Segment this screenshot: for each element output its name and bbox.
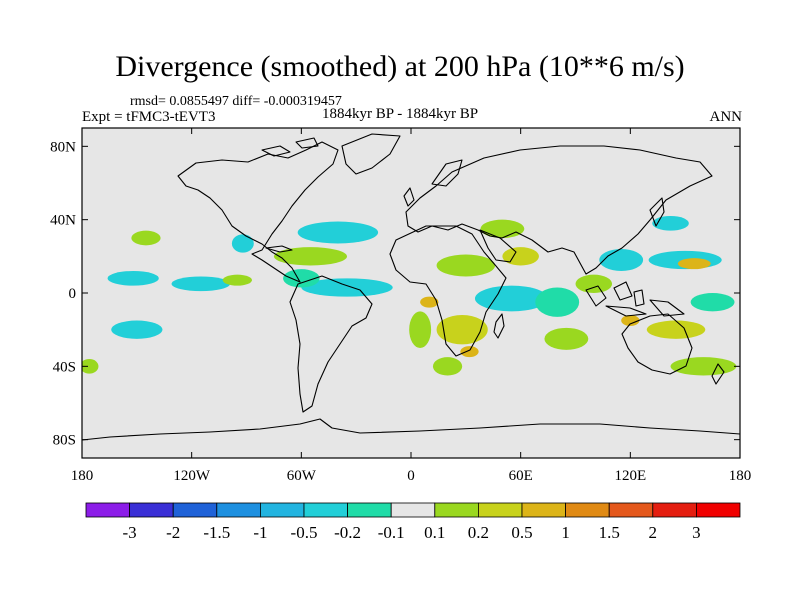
map-background: [82, 128, 740, 458]
divergence-region: [652, 216, 689, 231]
colorbar-label: 1.5: [599, 523, 620, 542]
x-tick-label: 120W: [173, 468, 211, 484]
experiment-label: Expt = tFMC3-tEVT3: [82, 109, 216, 125]
divergence-region: [575, 274, 613, 294]
colorbar-swatch: [129, 502, 174, 518]
colorbar-label: 0.2: [468, 523, 489, 542]
chart-title: Divergence (smoothed) at 200 hPa (10**6 …: [115, 50, 685, 83]
colorbar-swatch: [696, 502, 741, 518]
coastlines: [82, 133, 740, 441]
colorbar-swatch: [652, 502, 697, 518]
colorbar-label: 3: [692, 523, 701, 542]
period-label: 1884kyr BP - 1884kyr BP: [322, 106, 479, 122]
divergence-region: [171, 276, 231, 292]
divergence-region: [460, 346, 479, 358]
divergence-region: [420, 296, 439, 308]
colorbar-label: -0.2: [334, 523, 361, 542]
divergence-region: [436, 254, 496, 277]
colorbar-swatch: [172, 502, 218, 518]
y-tick-label: 80S: [53, 433, 76, 449]
divergence-region: [82, 359, 99, 374]
divergence-region: [544, 327, 589, 350]
colorbar-label: -1.5: [203, 523, 230, 542]
y-tick-label: 0: [69, 286, 77, 302]
season-label: ANN: [709, 109, 743, 125]
stats-label: rmsd= 0.0855497 diff= -0.000319457: [130, 94, 342, 109]
divergence-region: [690, 293, 735, 312]
x-tick-label: 180: [729, 468, 752, 484]
divergence-region: [111, 320, 163, 339]
colorbar-swatch: [347, 502, 392, 518]
divergence-region: [535, 287, 580, 317]
y-tick-label: 80N: [50, 139, 76, 155]
colorbar-swatch: [259, 502, 305, 518]
divergence-region: [131, 230, 161, 246]
divergence-region: [283, 269, 320, 288]
divergence-region: [231, 234, 254, 253]
colorbar-swatch: [608, 502, 654, 518]
colorbar-swatch: [303, 502, 348, 518]
divergence-region: [273, 247, 348, 266]
y-tick-label: 40S: [53, 359, 76, 375]
colorbar: -3 -2 -1.5 -1 -0.5 -0.2 -0.1 0.1 0.2 0.5 1 1.5 2 3: [85, 502, 741, 542]
x-tick-label: 60W: [287, 468, 317, 484]
colorbar-swatch: [434, 502, 479, 518]
colorbar-label: 0.5: [511, 523, 532, 542]
colorbar-swatch: [390, 502, 436, 518]
divergence-region: [222, 274, 252, 286]
axis-ticks: [81, 128, 741, 458]
divergence-region: [646, 320, 706, 339]
divergence-region: [670, 357, 737, 376]
x-tick-label: 0: [407, 468, 415, 484]
divergence-region: [621, 315, 640, 326]
divergence-region: [599, 249, 644, 271]
divergence-region: [409, 311, 432, 348]
divergence-region: [474, 285, 549, 312]
divergence-region: [297, 221, 379, 244]
colorbar-swatch: [85, 502, 130, 518]
divergence-region: [436, 315, 488, 345]
colorbar-label: -1: [253, 523, 267, 542]
colorbar-label: -2: [166, 523, 180, 542]
colorbar-label: -0.5: [291, 523, 318, 542]
colorbar-swatch: [521, 502, 566, 518]
y-tick-label: 40N: [50, 213, 76, 229]
divergence-region: [502, 247, 539, 266]
colorbar-swatch: [216, 502, 261, 518]
colorbar-label: -0.1: [378, 523, 405, 542]
x-tick-label: 60E: [509, 468, 533, 484]
colorbar-swatch: [477, 502, 523, 518]
divergence-region: [107, 271, 159, 286]
x-tick-label: 120E: [614, 468, 646, 484]
colorbar-label: 2: [649, 523, 658, 542]
divergence-region: [432, 357, 463, 376]
colorbar-swatch: [565, 502, 610, 518]
axis-labels: 180 120W 60W 0 60E 120E 180 80N 40N 0 40S 80S: [50, 139, 751, 484]
colorbar-label: 1: [561, 523, 570, 542]
colorbar-label: -3: [123, 523, 137, 542]
divergence-region: [301, 278, 393, 297]
x-tick-label: 180: [71, 468, 94, 484]
divergence-region: [480, 219, 525, 238]
divergence-region: [677, 258, 711, 270]
colorbar-label: 0.1: [424, 523, 445, 542]
